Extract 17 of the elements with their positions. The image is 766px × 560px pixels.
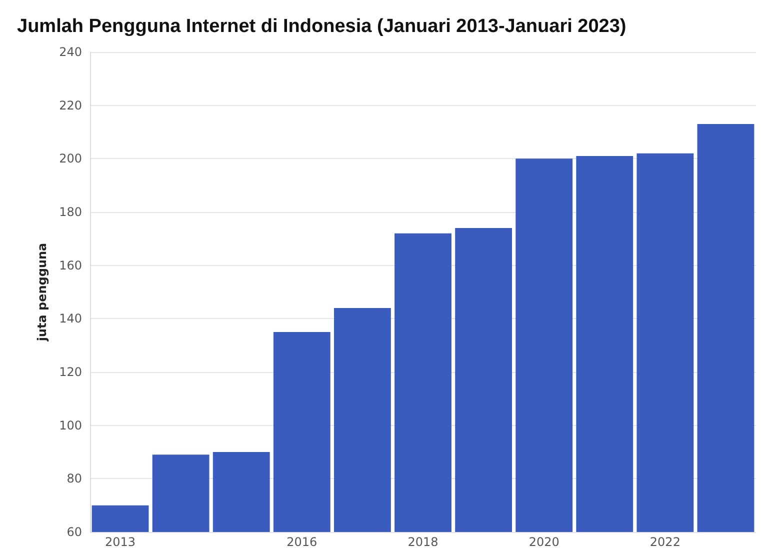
y-tick-label: 160: [59, 258, 82, 272]
y-tick-label: 120: [59, 365, 82, 379]
x-tick-label: 2018: [408, 535, 438, 549]
y-tick-label: 240: [59, 45, 82, 59]
x-tick-label: 2013: [105, 535, 136, 549]
y-tick-label: 140: [59, 312, 82, 326]
y-tick-label: 180: [59, 205, 82, 219]
y-tick-label: 60: [66, 525, 82, 539]
y-tick-label: 100: [59, 418, 82, 432]
chart-title: Jumlah Pengguna Internet di Indonesia (Januari 2013-Januari 2023): [17, 16, 626, 37]
y-tick-label: 80: [66, 472, 82, 486]
y-tick-label: 200: [59, 152, 82, 166]
x-tick-label: 2022: [650, 535, 680, 549]
y-tick-label: 220: [59, 98, 82, 112]
y-axis-title: juta pengguna: [35, 242, 50, 342]
x-tick-label: 2016: [286, 535, 318, 549]
x-tick-label: 2020: [528, 535, 560, 549]
